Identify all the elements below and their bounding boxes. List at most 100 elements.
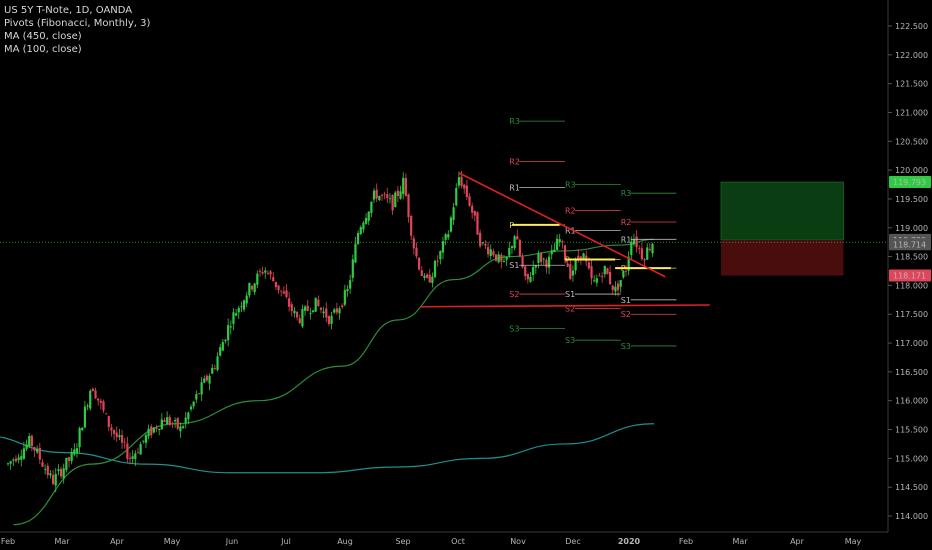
legend-ma450: MA (450, close) [4,31,82,42]
candle-body [208,375,211,384]
candle-body [325,308,328,318]
legend-ma100: MA (100, close) [4,44,82,55]
candle-body [189,406,193,410]
x-tick-label: Mar [54,537,70,546]
candle-body [264,270,267,273]
candle-body [327,316,331,324]
candle-body [179,426,182,432]
pivot-label: S3 [621,342,631,351]
candle-body [155,427,158,429]
candle-body [518,240,522,257]
candle-body [425,274,429,278]
candle-body [184,417,187,424]
y-tick-label: 115.000 [895,454,928,463]
candle-body [57,469,60,471]
candle-body [364,217,368,224]
candle-body [224,339,227,342]
candle-body [112,430,116,434]
candle-body [166,417,169,425]
candle-body [428,274,431,283]
candle-body [510,246,514,248]
pivot-label: R2 [565,206,576,215]
candle-body [370,201,373,213]
candle-body [123,442,126,444]
candle-body [46,465,49,475]
candle-body [407,194,410,218]
pivot-label: S3 [509,325,519,334]
candle-body [441,241,445,253]
candle-body [447,234,450,238]
candle-body [229,326,232,328]
candle-body [433,260,437,278]
candle-body [460,176,463,187]
candle-body [608,271,612,284]
x-tick-label: May [164,537,181,546]
candle-body [516,236,519,240]
candle-body [550,250,553,255]
candle-body [593,280,596,282]
pivot-label: S2 [509,290,519,299]
resistance-trendline [458,172,666,278]
candle-body [418,257,421,270]
candle-body [622,270,625,278]
candle-body [219,347,222,356]
candle-body [216,356,219,371]
candle-body [171,423,174,425]
candle-body [120,435,124,443]
candle-body [606,268,609,275]
candle-body [41,462,44,467]
candle-body [341,305,344,308]
candle-body [534,265,537,268]
candle-body [33,447,36,451]
candle-body [38,447,41,460]
pivot-label: R1 [621,235,632,244]
candle-body [314,297,317,312]
candle-body [396,190,399,196]
candle-body [192,401,195,407]
x-tick-label: Apr [110,537,125,546]
drawn-lines [420,172,710,308]
legend-symbol: US 5Y T-Note, 1D, OANDA [4,5,133,16]
target-zone [720,181,844,241]
candle-body [391,194,394,211]
candle-body [540,253,543,263]
candle-body [272,277,275,282]
y-tick-label: 119.000 [895,224,928,233]
candle-body [357,233,360,244]
x-tick-label: Dec [565,537,580,546]
legend-pivots: Pivots (Fibonacci, Monthly, 3) [4,18,151,29]
candle-body [28,435,31,447]
candle-body [248,282,251,296]
candle-body [94,390,97,399]
candle-body [566,263,569,267]
price-label-text: 118.171 [893,272,926,281]
x-tick-label: 2020 [618,537,641,546]
candle-body [285,290,288,297]
candle-body [44,469,47,470]
candle-body [595,278,598,283]
candle-body [574,259,577,271]
candle-body [359,227,362,235]
candle-body [258,270,262,272]
pivot-label: P [509,221,514,230]
y-tick-label: 115.500 [895,426,928,435]
candle-body [195,394,198,400]
candle-body [142,440,145,442]
candle-body [30,435,33,447]
candle-body [213,368,216,369]
candle-body [558,239,561,243]
pivot-label: R2 [621,218,632,227]
candle-body [471,205,474,213]
candle-body [152,427,155,433]
candle-body [59,468,63,477]
x-tick-label: Oct [451,537,465,546]
candle-body [452,207,455,221]
candle-body [139,444,142,455]
x-tick-label: Apr [790,537,805,546]
y-tick-label: 120.000 [895,166,928,175]
candle-body [476,212,479,235]
candle-body [181,426,185,429]
candle-body [444,234,447,240]
ma450-line [0,423,655,474]
